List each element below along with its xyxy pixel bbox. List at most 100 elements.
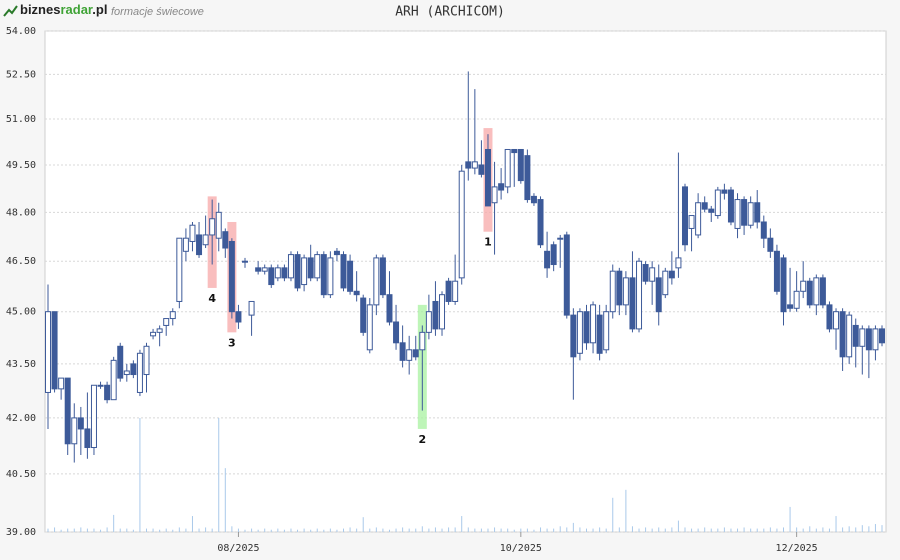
candle-body xyxy=(800,280,807,292)
candle-body xyxy=(202,234,209,246)
candle-body xyxy=(406,349,413,361)
candle-body xyxy=(590,304,597,344)
candle-body xyxy=(846,314,853,358)
candle-body xyxy=(859,328,866,347)
candle-body xyxy=(649,267,656,282)
y-tick-label: 42.00 xyxy=(6,413,36,424)
candle-body xyxy=(826,304,833,330)
candle-body xyxy=(668,270,675,279)
candle-body xyxy=(222,231,229,249)
candle-body xyxy=(360,297,367,333)
candle-body xyxy=(583,311,590,344)
candle-body xyxy=(452,280,459,302)
pattern-label: 3 xyxy=(228,336,236,349)
candle-body xyxy=(104,384,111,401)
y-tick-label: 54.00 xyxy=(6,26,36,37)
candle-body xyxy=(478,164,485,175)
candle-body xyxy=(432,300,439,330)
candle-body xyxy=(629,277,636,330)
candle-body xyxy=(320,254,327,296)
candle-body xyxy=(327,257,334,296)
candle-body xyxy=(524,155,531,201)
candle-body xyxy=(714,189,721,217)
logo: biznesradar.pl xyxy=(20,2,107,17)
pattern-label: 1 xyxy=(484,236,492,249)
candle-body xyxy=(767,237,774,252)
candle-body xyxy=(865,328,872,351)
candle-body xyxy=(393,321,400,344)
y-tick-label: 40.50 xyxy=(6,469,36,480)
candle-body xyxy=(117,345,124,379)
candle-body xyxy=(97,384,104,387)
candle-body xyxy=(879,328,885,344)
candle-body xyxy=(741,199,748,226)
candle-body xyxy=(64,377,71,445)
candle-body xyxy=(51,311,58,390)
candle-body xyxy=(255,267,262,272)
candle-body xyxy=(517,148,524,182)
candle-body xyxy=(550,244,557,266)
logo-part: .pl xyxy=(92,2,107,17)
candle-body xyxy=(412,349,419,358)
y-tick-label: 52.50 xyxy=(6,69,36,80)
candle-body xyxy=(563,234,570,316)
candle-body xyxy=(209,218,216,236)
candle-body xyxy=(537,199,544,246)
candle-body xyxy=(708,208,715,213)
candle-body xyxy=(787,304,794,309)
candle-body xyxy=(484,148,491,207)
candle-body xyxy=(675,257,682,269)
candle-body xyxy=(458,170,465,279)
candle-body xyxy=(294,254,301,289)
candle-body xyxy=(386,294,393,323)
candle-body xyxy=(839,311,846,358)
y-tick-label: 48.00 xyxy=(6,207,36,218)
candle-body xyxy=(773,250,780,292)
candle-body xyxy=(274,267,281,279)
candle-body xyxy=(491,186,498,204)
candle-body xyxy=(379,257,386,296)
candle-body xyxy=(688,215,695,229)
candle-body xyxy=(123,370,130,376)
candle-body xyxy=(734,199,741,229)
candle-body xyxy=(150,331,157,337)
pattern-label: 4 xyxy=(208,292,216,305)
candle-body xyxy=(445,280,452,302)
candle-body xyxy=(268,267,275,286)
candle-body xyxy=(425,311,432,333)
candle-body xyxy=(465,161,472,169)
logo-part: radar xyxy=(60,2,92,17)
candle-body xyxy=(544,250,551,269)
candle-body xyxy=(71,417,78,445)
candle-body xyxy=(130,363,137,376)
y-tick-label: 51.00 xyxy=(6,114,36,125)
candle-body xyxy=(504,148,511,188)
candle-body xyxy=(189,224,196,242)
candle-body xyxy=(182,237,189,252)
candle-body xyxy=(655,277,662,313)
y-tick-label: 45.00 xyxy=(6,307,36,318)
candle-body xyxy=(813,277,820,306)
candle-body xyxy=(622,277,629,306)
candle-body xyxy=(806,280,813,306)
candle-body xyxy=(347,260,354,292)
candle-body xyxy=(498,183,505,191)
candle-body xyxy=(439,294,446,330)
candle-body xyxy=(163,318,170,326)
pattern-label: 2 xyxy=(418,433,426,446)
candle-body xyxy=(833,311,840,330)
candle-body xyxy=(616,270,623,306)
candle-body xyxy=(721,189,728,194)
candle-body xyxy=(228,240,235,313)
candle-body xyxy=(301,257,308,286)
candle-body xyxy=(110,359,117,401)
logo-part: biznes xyxy=(20,2,60,17)
candle-body xyxy=(353,290,360,296)
candle-body xyxy=(215,211,222,239)
candle-body xyxy=(399,342,406,361)
candle-body xyxy=(760,221,767,239)
y-tick-label: 43.50 xyxy=(6,359,36,370)
candle-body xyxy=(58,377,65,390)
candle-body xyxy=(852,324,859,347)
candle-body xyxy=(662,270,669,296)
